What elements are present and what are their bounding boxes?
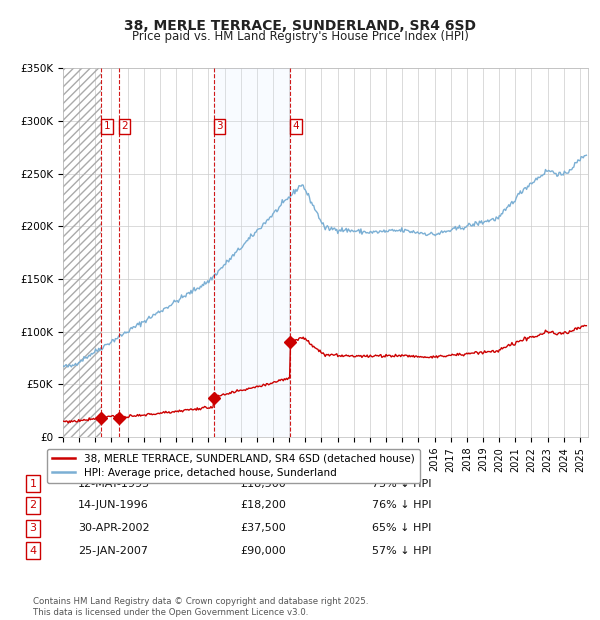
Text: 4: 4 <box>293 121 299 131</box>
Text: 2: 2 <box>121 121 128 131</box>
Legend: 38, MERLE TERRACE, SUNDERLAND, SR4 6SD (detached house), HPI: Average price, det: 38, MERLE TERRACE, SUNDERLAND, SR4 6SD (… <box>47 448 419 483</box>
Text: 1: 1 <box>29 479 37 489</box>
Text: 1: 1 <box>104 121 110 131</box>
Text: 3: 3 <box>216 121 223 131</box>
Bar <box>63 68 101 437</box>
Text: 12-MAY-1995: 12-MAY-1995 <box>78 479 150 489</box>
Text: £18,500: £18,500 <box>240 479 286 489</box>
Text: 38, MERLE TERRACE, SUNDERLAND, SR4 6SD: 38, MERLE TERRACE, SUNDERLAND, SR4 6SD <box>124 19 476 33</box>
Text: 14-JUN-1996: 14-JUN-1996 <box>78 500 149 510</box>
Text: 76% ↓ HPI: 76% ↓ HPI <box>372 500 431 510</box>
Text: £90,000: £90,000 <box>240 546 286 556</box>
Bar <box>214 68 290 437</box>
Text: 57% ↓ HPI: 57% ↓ HPI <box>372 546 431 556</box>
Text: 75% ↓ HPI: 75% ↓ HPI <box>372 479 431 489</box>
Text: 30-APR-2002: 30-APR-2002 <box>78 523 149 533</box>
Text: 25-JAN-2007: 25-JAN-2007 <box>78 546 148 556</box>
Text: Price paid vs. HM Land Registry's House Price Index (HPI): Price paid vs. HM Land Registry's House … <box>131 30 469 43</box>
Text: 4: 4 <box>29 546 37 556</box>
Text: 65% ↓ HPI: 65% ↓ HPI <box>372 523 431 533</box>
Text: 3: 3 <box>29 523 37 533</box>
Text: 2: 2 <box>29 500 37 510</box>
Text: £18,200: £18,200 <box>240 500 286 510</box>
Text: £37,500: £37,500 <box>240 523 286 533</box>
Text: Contains HM Land Registry data © Crown copyright and database right 2025.
This d: Contains HM Land Registry data © Crown c… <box>33 598 368 617</box>
